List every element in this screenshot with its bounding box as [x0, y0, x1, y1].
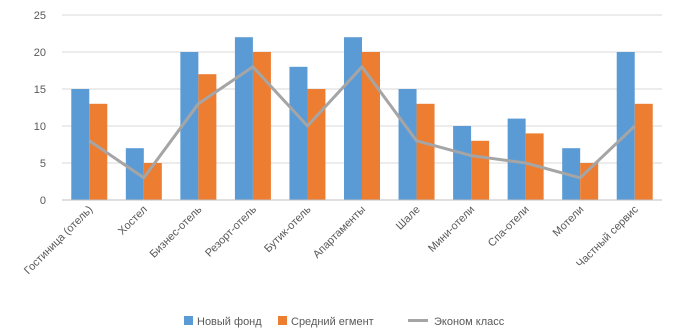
line-series: [88, 65, 636, 180]
bar-new-fund: [71, 89, 90, 200]
bar-new-fund: [344, 37, 362, 201]
bar-middle-segment: [471, 140, 490, 200]
legend-swatch: [278, 316, 287, 325]
y-axis: 0 5 10 15 20 25: [34, 10, 46, 207]
legend-label: Средний егмент: [291, 316, 374, 328]
bar-middle-segment: [634, 103, 653, 200]
legend-label: Новый фонд: [197, 316, 262, 328]
y-tick-label: 15: [34, 84, 46, 96]
x-tick-label: Бутик-отель: [262, 203, 314, 255]
bar-new-fund: [289, 66, 308, 200]
x-axis: Гостиница (отель) ХостелБизнес-отельРезор…: [22, 203, 641, 277]
line-economy-class: [88, 65, 636, 180]
bar-middle-segment: [89, 103, 108, 200]
bar-new-fund: [453, 126, 472, 200]
y-tick-label: 10: [34, 121, 46, 133]
x-tick-label: Хостел: [116, 204, 150, 238]
bar-middle-segment: [362, 52, 380, 200]
x-tick-label: Бизнес-отель: [148, 203, 205, 260]
bar-middle-segment: [307, 89, 326, 200]
y-tick-label: 5: [40, 158, 46, 170]
x-tick-label: Шале: [394, 204, 423, 233]
legend-label: Эконом класс: [434, 316, 505, 328]
x-tick-label: Мотели: [551, 204, 587, 240]
y-tick-label: 0: [40, 195, 46, 207]
bar-new-fund: [180, 52, 199, 200]
bar-new-fund: [125, 148, 144, 200]
x-tick-label: Спа-отели: [486, 204, 532, 250]
y-tick-label: 20: [34, 47, 46, 59]
x-tick-label: Гостиница (отель): [22, 204, 95, 277]
y-tick-label: 25: [34, 10, 46, 22]
bar-new-fund: [616, 52, 635, 200]
bars: [71, 37, 653, 201]
legend: Новый фонд Средний егмент Эконом класс: [184, 316, 505, 328]
legend-swatch: [184, 316, 193, 325]
bar-middle-segment: [143, 163, 162, 200]
bar-middle-segment: [198, 74, 217, 200]
x-tick-label: Апартаменты: [311, 204, 368, 261]
bar-new-fund: [507, 118, 526, 200]
bar-middle-segment: [416, 103, 435, 200]
x-tick-label: Мини-отели: [426, 204, 477, 255]
bar-middle-segment: [252, 52, 271, 200]
bar-new-fund: [234, 37, 253, 201]
bar-new-fund: [398, 89, 417, 200]
x-tick-label: Резорт-отель: [203, 203, 259, 259]
